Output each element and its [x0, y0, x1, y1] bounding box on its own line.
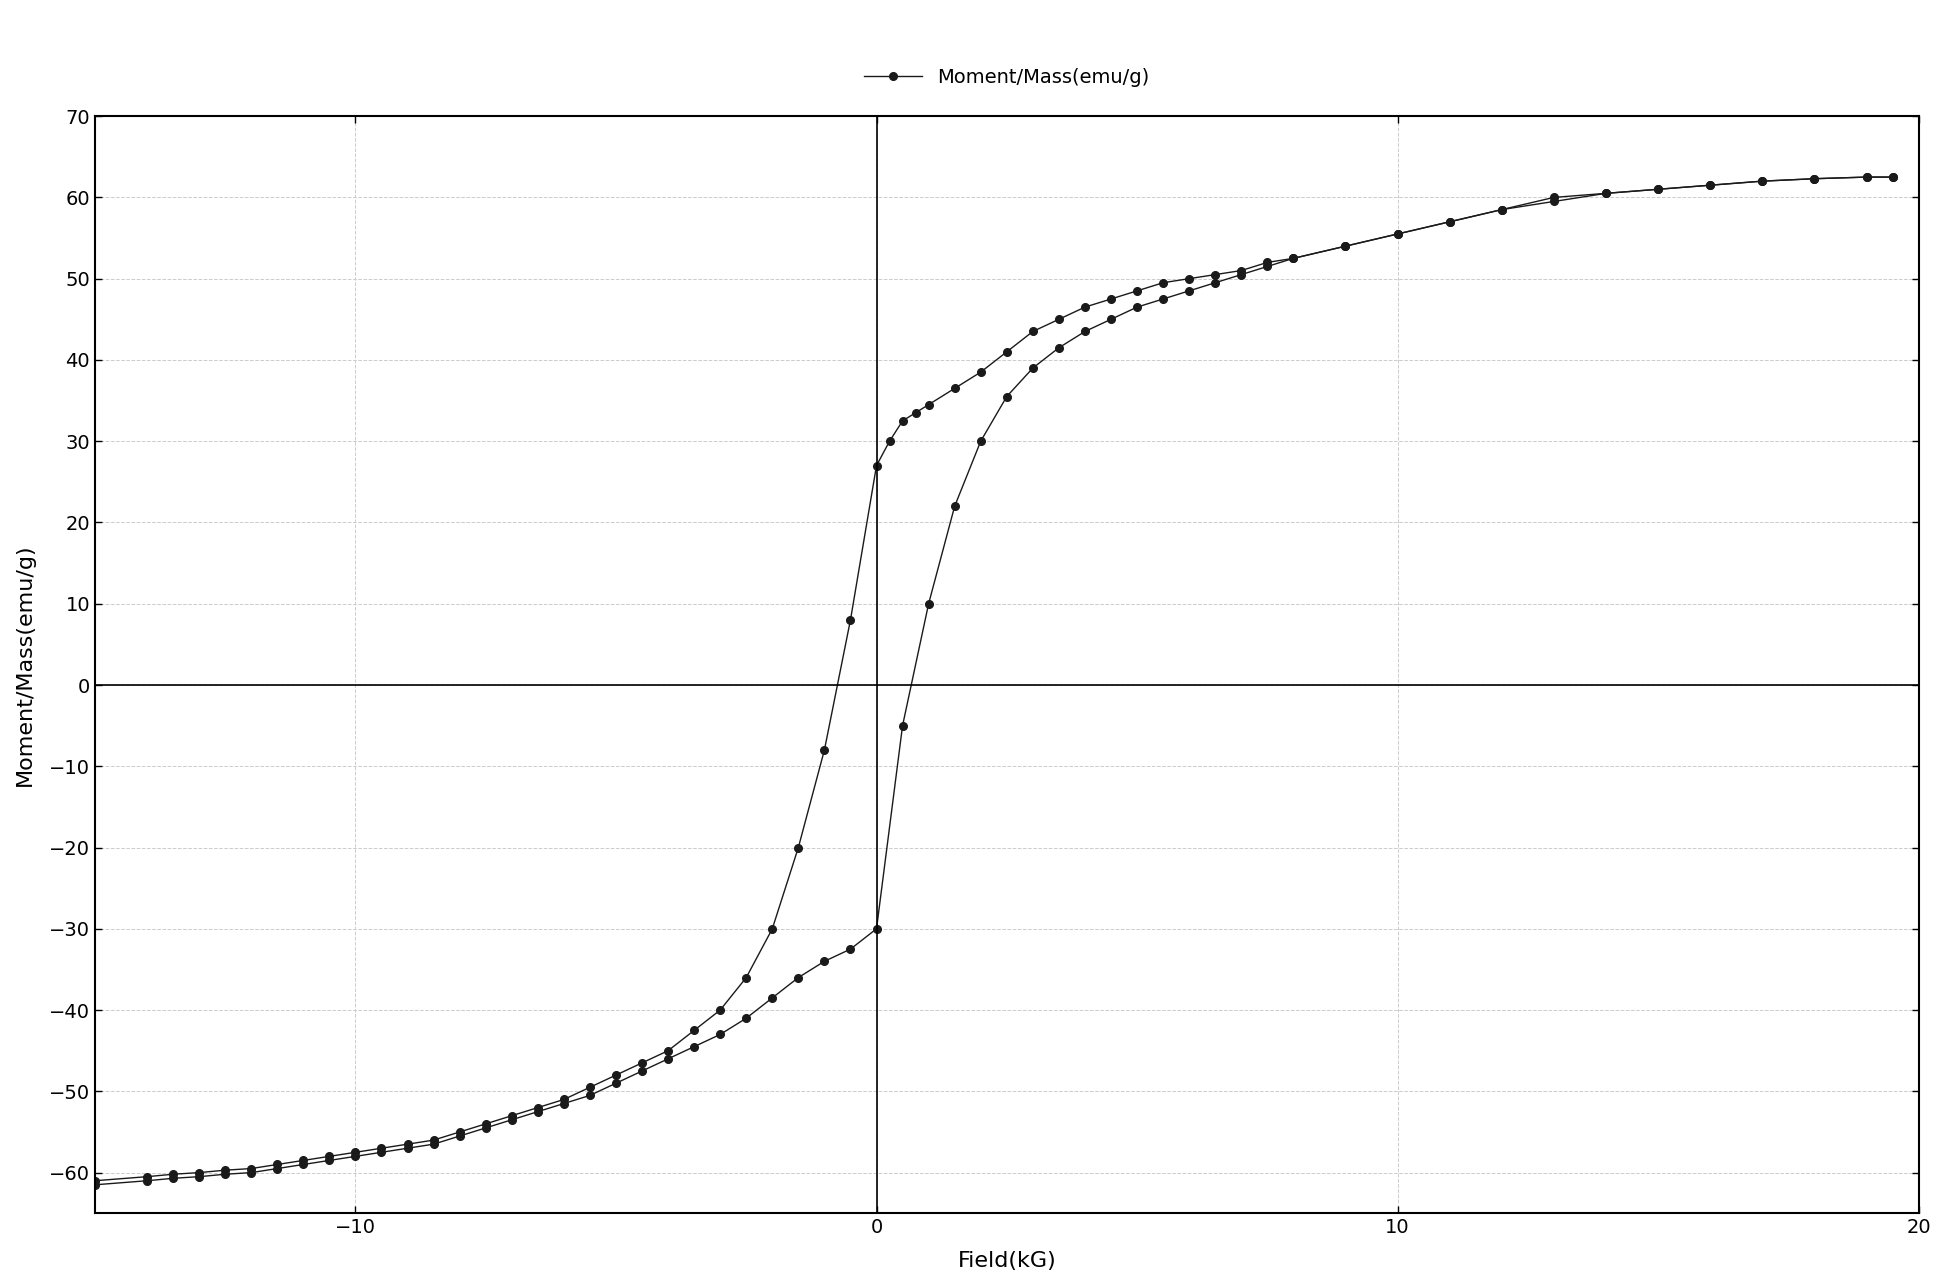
Moment/Mass(emu/g) [1855, 170, 1878, 185]
Y-axis label: Moment/Mass(emu/g): Moment/Mass(emu/g) [16, 544, 35, 786]
Moment/Mass(emu/g) [370, 1141, 393, 1156]
Moment/Mass(emu/g) [553, 1092, 576, 1107]
Legend: Moment/Mass(emu/g): Moment/Mass(emu/g) [856, 60, 1158, 95]
Moment/Mass(emu/g) [631, 1056, 654, 1071]
Moment/Mass(emu/g) [1882, 170, 1905, 185]
Moment/Mass(emu/g) [1022, 324, 1045, 340]
Moment/Mass(emu/g) [84, 1173, 107, 1188]
X-axis label: Field(kG): Field(kG) [957, 1251, 1057, 1271]
Moment/Mass(emu/g) [605, 1067, 629, 1083]
Moment/Mass(emu/g) [500, 1109, 523, 1124]
Line: Moment/Mass(emu/g): Moment/Mass(emu/g) [91, 174, 1897, 1184]
